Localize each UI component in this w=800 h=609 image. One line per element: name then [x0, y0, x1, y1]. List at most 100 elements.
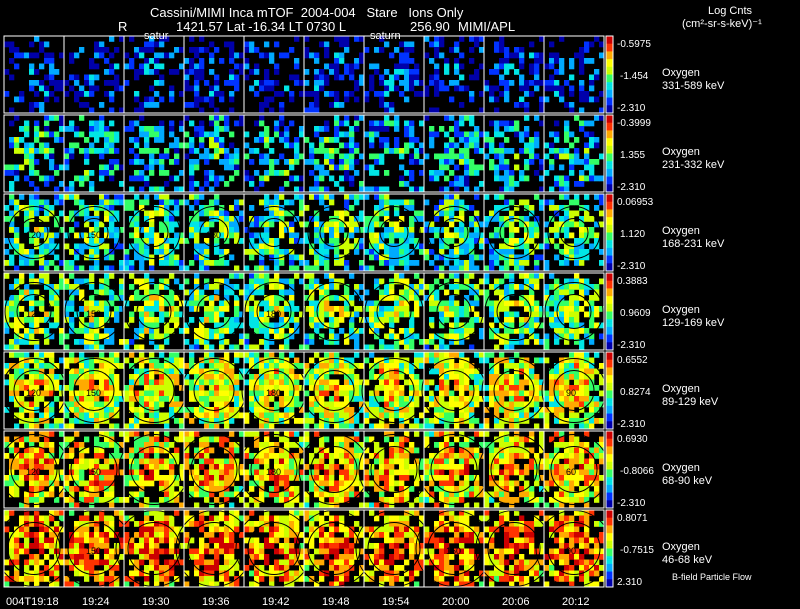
heatmap-cell	[549, 273, 555, 279]
colorbar-step	[606, 219, 613, 222]
heatmap-cell	[309, 385, 315, 391]
heatmap-cell	[234, 265, 240, 272]
heatmap-cell	[334, 58, 340, 64]
heatmap-cell	[474, 284, 480, 290]
heatmap-cell	[144, 311, 150, 318]
heatmap-cell	[309, 186, 315, 193]
heatmap-cell	[599, 221, 605, 228]
heatmap-cell	[444, 311, 450, 318]
heatmap-cell	[199, 317, 205, 323]
heatmap-cell	[549, 80, 555, 86]
heatmap-cell	[254, 363, 260, 369]
heatmap-cell	[249, 41, 255, 48]
heatmap-cell	[74, 254, 80, 261]
heatmap-cell	[49, 58, 55, 64]
heatmap-cell	[369, 137, 375, 143]
heatmap-cell	[524, 260, 530, 266]
heatmap-cell	[349, 300, 355, 307]
heatmap-cell	[404, 63, 410, 70]
heatmap-cell	[129, 186, 135, 193]
heatmap-cell	[29, 102, 35, 108]
panel-2-8	[483, 193, 545, 272]
heatmap-cell	[579, 238, 585, 244]
heatmap-cell	[124, 52, 130, 59]
heatmap-cell	[334, 368, 340, 375]
heatmap-cell	[234, 74, 240, 81]
heatmap-cell	[189, 120, 195, 127]
heatmap-cell	[309, 52, 315, 59]
heatmap-cell	[229, 80, 235, 86]
heatmap-cell	[34, 363, 40, 369]
heatmap-cell	[269, 385, 275, 391]
heatmap-cell	[99, 153, 105, 160]
heatmap-cell	[229, 91, 235, 97]
heatmap-cell	[94, 344, 100, 351]
heatmap-cell	[364, 357, 370, 364]
heatmap-cell	[334, 36, 340, 42]
heatmap-cell	[229, 131, 235, 138]
heatmap-cell	[519, 396, 525, 402]
heatmap-cell	[574, 333, 580, 340]
heatmap-cell	[159, 238, 165, 244]
heatmap-cell	[279, 396, 285, 402]
colorbar-step	[606, 195, 613, 199]
heatmap-cell	[104, 412, 110, 419]
heatmap-cell	[164, 322, 170, 329]
heatmap-cell	[74, 199, 80, 206]
panel-3-2	[123, 272, 185, 351]
heatmap-cell	[344, 41, 350, 48]
heatmap-cell	[219, 260, 225, 266]
heatmap-cell	[574, 278, 580, 285]
colorbar-step	[606, 74, 613, 77]
heatmap-cell	[64, 407, 70, 413]
heatmap-cell	[49, 205, 55, 211]
heatmap-cell	[179, 47, 185, 53]
heatmap-cell	[294, 238, 300, 244]
heatmap-cell	[154, 159, 160, 165]
colorbar-step	[606, 147, 613, 150]
heatmap-cell	[464, 401, 470, 408]
heatmap-cell	[334, 52, 340, 59]
heatmap-cell	[454, 265, 460, 272]
heatmap-cell	[374, 412, 380, 419]
heatmap-cell	[329, 148, 335, 154]
heatmap-cell	[174, 407, 180, 413]
heatmap-cell	[269, 374, 275, 380]
heatmap-cell	[329, 412, 335, 419]
heatmap-cell	[104, 311, 110, 318]
heatmap-cell	[339, 164, 345, 171]
heatmap-cell	[324, 401, 330, 408]
heatmap-cell	[9, 107, 15, 114]
panel-3-0	[3, 272, 65, 351]
heatmap-cell	[209, 69, 215, 75]
heatmap-cell	[314, 385, 320, 391]
panel-1-4	[243, 114, 305, 193]
heatmap-cell	[79, 407, 85, 413]
heatmap-cell	[164, 300, 170, 307]
heatmap-cell	[159, 63, 165, 70]
heatmap-cell	[404, 363, 410, 369]
heatmap-cell	[599, 153, 605, 160]
heatmap-cell	[84, 159, 90, 165]
heatmap-cell	[84, 328, 90, 334]
heatmap-cell	[454, 47, 460, 53]
heatmap-cell	[309, 300, 315, 307]
heatmap-cell	[394, 352, 400, 358]
heatmap-cell	[184, 69, 190, 75]
heatmap-cell	[524, 300, 530, 307]
heatmap-cell	[399, 401, 405, 408]
heatmap-cell	[339, 58, 345, 64]
heatmap-cell	[24, 333, 30, 340]
heatmap-cell	[319, 368, 325, 375]
heatmap-cell	[204, 339, 210, 345]
heatmap-cell	[494, 374, 500, 380]
heatmap-cell	[269, 339, 275, 345]
heatmap-cell	[324, 243, 330, 250]
heatmap-cell	[64, 216, 70, 222]
heatmap-cell	[209, 390, 215, 397]
heatmap-cell	[534, 80, 540, 86]
heatmap-cell	[279, 306, 285, 312]
heatmap-cell	[224, 284, 230, 290]
heatmap-cell	[459, 322, 465, 329]
heatmap-cell	[509, 300, 515, 307]
